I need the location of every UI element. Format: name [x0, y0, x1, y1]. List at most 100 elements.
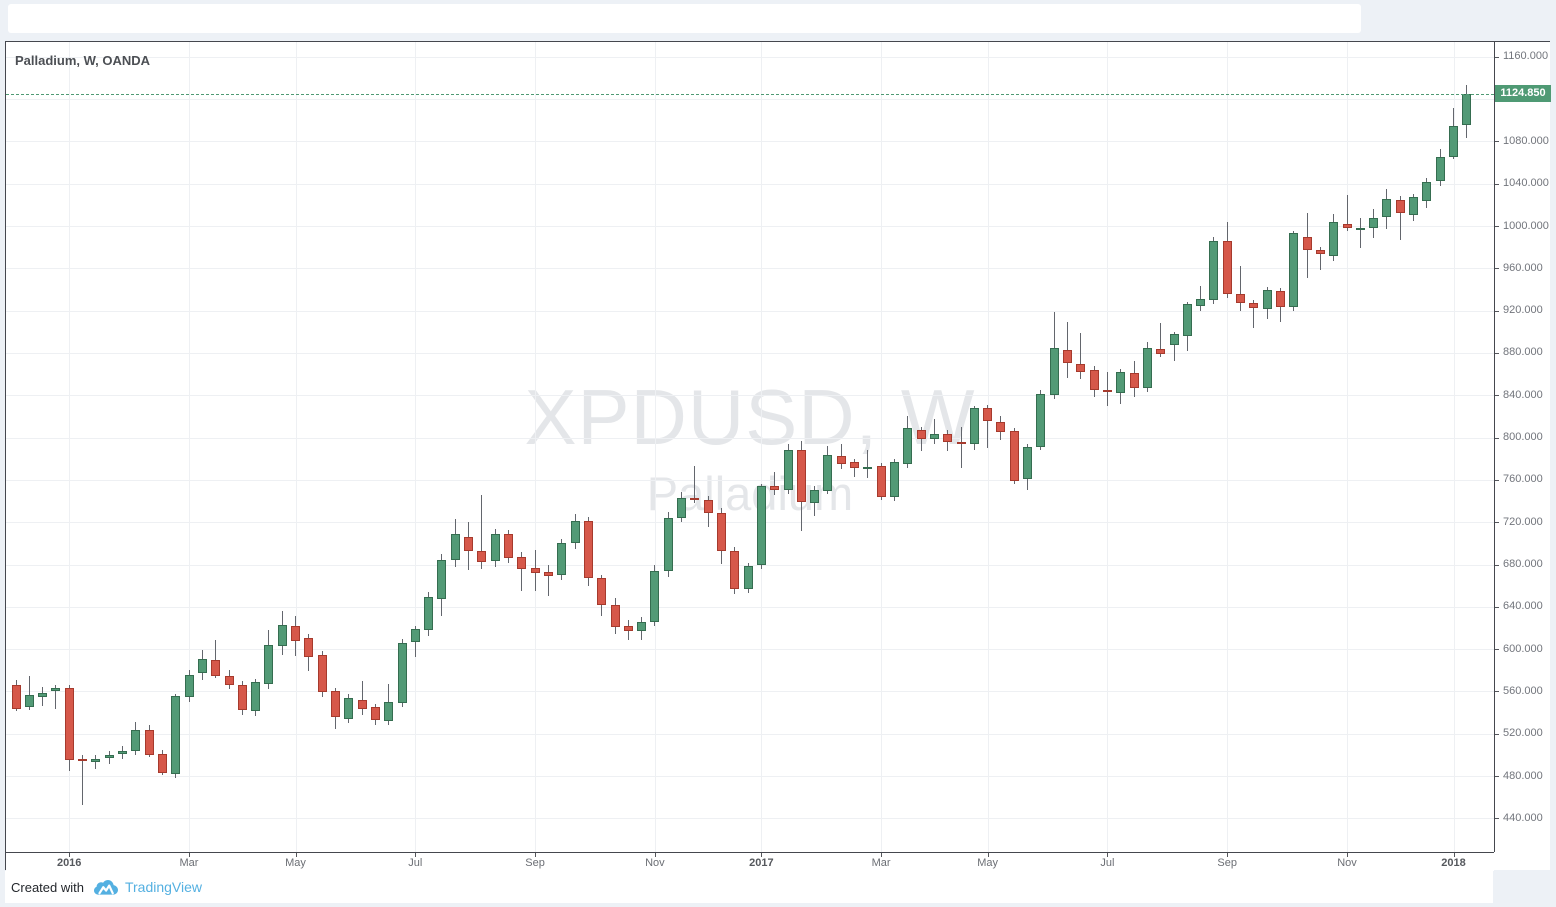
candle [264, 644, 274, 684]
candle-wick [960, 427, 962, 469]
candle-wick [42, 687, 44, 707]
horizontal-gridline [6, 733, 1494, 735]
candle [424, 597, 434, 631]
candle-wick [1160, 323, 1162, 358]
time-axis-label: 2017 [749, 857, 774, 869]
candle [490, 533, 500, 562]
price-axis-label: 600.000 [1503, 642, 1543, 655]
price-axis-label: 1080.000 [1503, 134, 1549, 147]
chart-plot-area[interactable]: XPDUSD, W Palladium Palladium, W, OANDA [6, 42, 1494, 852]
time-axis-tick [1227, 853, 1229, 857]
candle [1302, 236, 1312, 251]
candle [1089, 369, 1099, 390]
candle [477, 550, 487, 563]
candle [131, 729, 141, 751]
horizontal-gridline [6, 99, 1494, 101]
candle [1276, 290, 1285, 308]
candle-wick [1080, 332, 1082, 380]
candle [890, 461, 899, 497]
price-axis-tick [1495, 479, 1499, 481]
candle-wick [361, 680, 363, 715]
time-axis-tick [987, 853, 989, 857]
candle [1169, 333, 1179, 346]
candle [650, 570, 660, 622]
candle [823, 454, 833, 491]
tradingview-link[interactable]: TradingView [93, 879, 202, 895]
horizontal-gridline [6, 479, 1494, 481]
price-axis-label: 840.000 [1503, 388, 1543, 401]
price-axis-label: 960.000 [1503, 261, 1543, 274]
horizontal-gridline [6, 776, 1494, 777]
horizontal-gridline [6, 818, 1494, 820]
vertical-gridline [881, 42, 883, 852]
price-axis[interactable]: 1160.0001120.0001080.0001040.0001000.000… [1494, 42, 1551, 852]
vertical-gridline [987, 42, 989, 852]
candle [357, 699, 367, 710]
address-bar[interactable] [8, 4, 1361, 33]
candle [716, 512, 726, 551]
time-axis-label: Sep [1217, 857, 1237, 869]
candle [836, 455, 846, 464]
candle [1182, 304, 1192, 336]
candle [730, 550, 740, 589]
candle-wick [987, 404, 989, 449]
price-axis-tick [1495, 522, 1499, 524]
candle [291, 625, 300, 641]
candle [1369, 217, 1379, 229]
candle [1249, 303, 1259, 309]
time-axis-label: Nov [1337, 857, 1357, 869]
time-axis-tick [535, 853, 537, 857]
candle [610, 604, 620, 627]
candle [1063, 349, 1072, 364]
price-axis-tick [1495, 733, 1499, 735]
time-axis-tick [654, 853, 656, 857]
candle [38, 692, 48, 697]
candle-wick [215, 639, 217, 678]
candle [171, 695, 181, 774]
candle [756, 486, 766, 566]
time-axis[interactable]: 2016 Mar May Jul Sep Nov 2017 Mar May Jul Sep Nov 20… [6, 852, 1494, 871]
candle [384, 702, 394, 721]
horizontal-gridline [6, 310, 1494, 312]
horizontal-gridline [6, 606, 1494, 608]
vertical-gridline [189, 42, 190, 852]
candle [770, 486, 780, 491]
price-axis-tick [1495, 395, 1499, 397]
candle [916, 430, 926, 439]
candle [78, 759, 87, 762]
candle [144, 729, 154, 755]
horizontal-gridline [6, 649, 1494, 651]
candle [1156, 348, 1166, 354]
candle [530, 567, 540, 573]
price-axis-label: 680.000 [1503, 558, 1543, 570]
candle-wick [481, 494, 483, 569]
candle [1036, 394, 1046, 448]
price-axis-tick [1495, 183, 1499, 185]
candle-wick [28, 675, 30, 711]
time-axis-label: Mar [871, 857, 891, 869]
candle [743, 565, 753, 589]
price-axis-tick [1495, 776, 1499, 777]
candle [344, 697, 354, 719]
candle [1395, 199, 1405, 214]
horizontal-gridline [6, 691, 1494, 693]
candle-wick [1240, 266, 1241, 311]
price-axis-tick [1495, 352, 1499, 354]
candle-wick [1399, 196, 1401, 240]
axis-corner [1494, 852, 1550, 870]
time-axis-tick [295, 853, 297, 857]
vertical-gridline [535, 42, 537, 852]
candle [24, 694, 34, 708]
candle [504, 533, 513, 559]
candle-wick [774, 472, 776, 495]
candle [118, 750, 127, 754]
horizontal-gridline [6, 226, 1494, 227]
candle [517, 557, 527, 569]
price-axis-label: 440.000 [1503, 811, 1543, 824]
created-with-text: Created with [11, 879, 84, 895]
horizontal-gridline [6, 183, 1494, 185]
vertical-gridline [69, 42, 71, 852]
candle [956, 441, 966, 444]
vertical-gridline [1227, 42, 1229, 852]
candle [1116, 372, 1126, 394]
